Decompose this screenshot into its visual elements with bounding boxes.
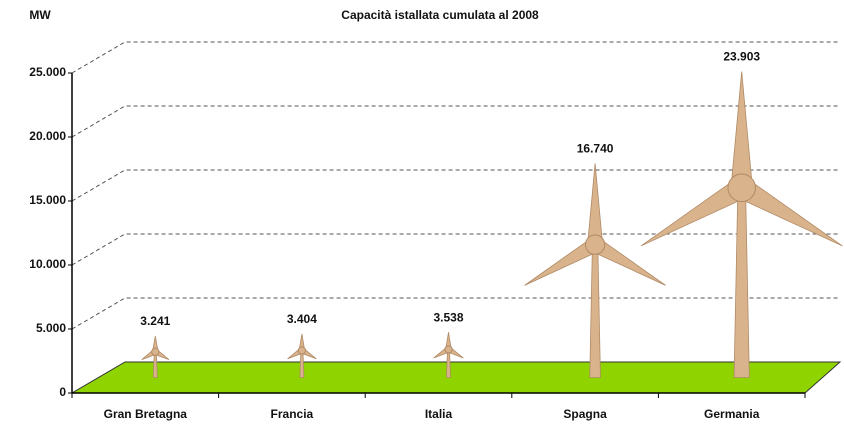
value-label: 23.903 [723,50,760,64]
x-tick-label: Gran Bretagna [104,407,188,421]
y-tick-label: 0 [59,385,66,399]
y-tick-label: 5.000 [36,321,66,335]
turbine-blade [731,72,752,188]
value-label: 16.740 [577,141,614,155]
turbine-hub [298,347,305,354]
turbine-hub [585,235,604,254]
turbine-hub [445,346,452,353]
chart: MW Capacità istallata cumulata al 2008 0… [0,0,844,429]
x-tick-label: Italia [425,407,453,421]
value-label: 3.404 [287,312,317,326]
y-tick-label: 25.000 [29,65,66,79]
grid-line [72,106,840,137]
page: {"chart_data": {"type": "pictograph", "t… [0,0,844,429]
turbine-blade [588,163,603,244]
value-label: 3.538 [433,310,463,324]
turbine-tower [590,245,601,378]
turbine [525,163,666,377]
turbine-tower [447,349,451,377]
y-tick-label: 10.000 [29,257,66,271]
turbine-tower [734,188,749,378]
value-label: 3.241 [140,314,170,328]
grid-line [72,234,840,265]
floor [72,362,840,393]
chart-title: Capacità istallata cumulata al 2008 [341,8,539,22]
y-tick-label: 15.000 [29,193,66,207]
turbine-hub [728,174,756,202]
x-tick-label: Francia [271,407,314,421]
turbine [641,72,842,378]
x-tick-label: Spagna [563,407,607,421]
y-tick-label: 20.000 [29,129,66,143]
y-axis-label: MW [29,8,51,22]
turbine-hub [152,348,159,355]
x-tick-label: Germania [704,407,760,421]
